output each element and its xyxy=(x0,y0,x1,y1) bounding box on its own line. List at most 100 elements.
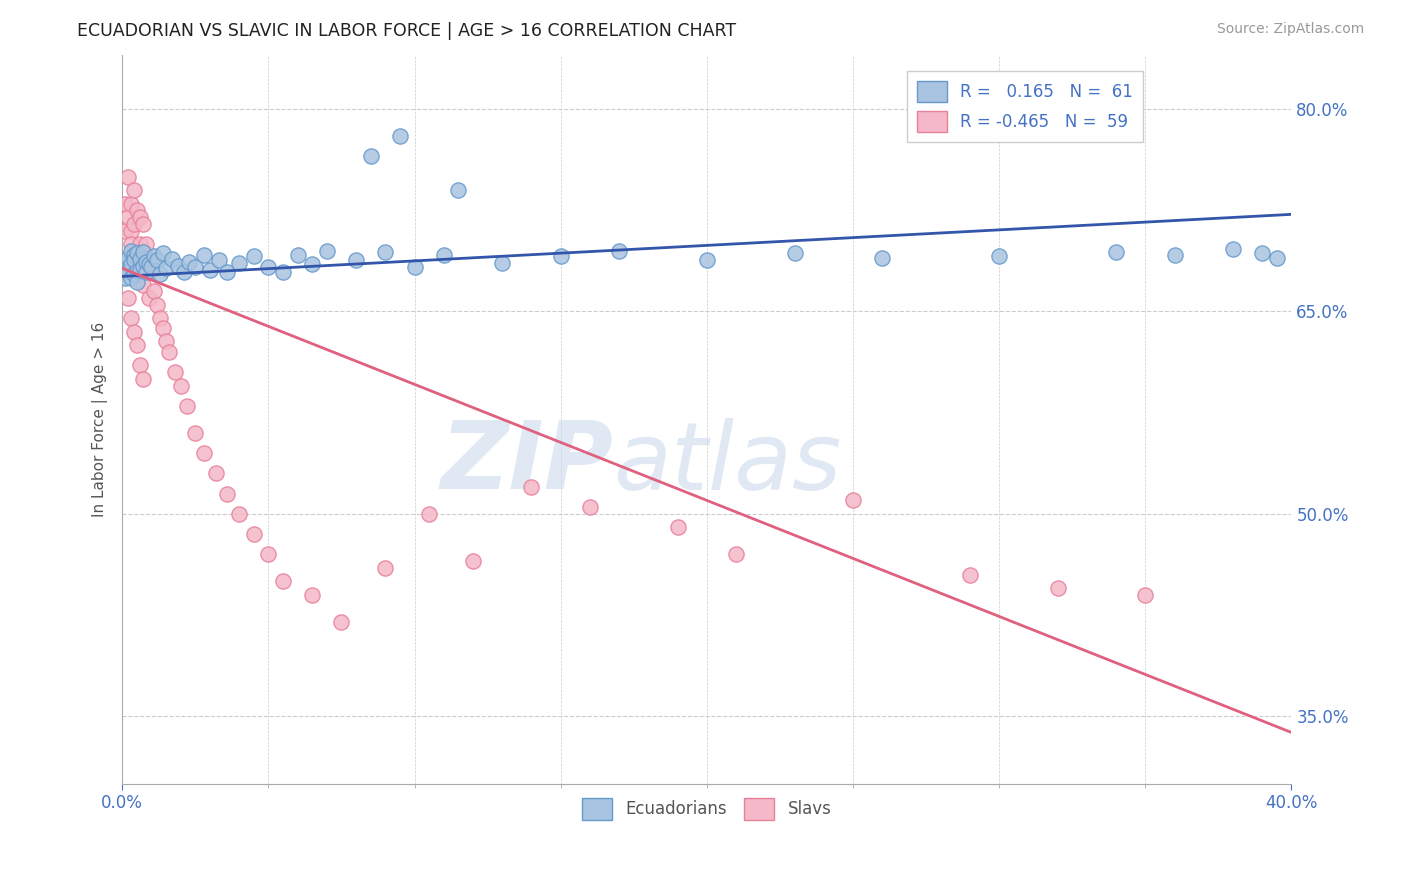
Point xyxy=(146,253,169,268)
Point xyxy=(242,249,264,263)
Point xyxy=(125,244,148,258)
Point xyxy=(1105,245,1128,260)
Point xyxy=(128,359,150,373)
Point xyxy=(155,334,177,348)
Point xyxy=(374,561,396,575)
Point xyxy=(447,183,470,197)
Legend: Ecuadorians, Slavs: Ecuadorians, Slavs xyxy=(575,792,838,826)
Point xyxy=(117,264,139,278)
Point xyxy=(988,249,1011,263)
Point xyxy=(163,365,186,379)
Point xyxy=(388,129,411,144)
Point xyxy=(131,245,153,260)
Point xyxy=(149,267,172,281)
Point xyxy=(160,252,183,266)
Point xyxy=(131,244,153,258)
Point xyxy=(842,493,865,508)
Point xyxy=(120,223,142,237)
Point xyxy=(120,270,142,285)
Point xyxy=(257,547,280,561)
Point xyxy=(131,217,153,231)
Point xyxy=(1135,588,1157,602)
Point xyxy=(725,547,748,561)
Point xyxy=(120,311,142,326)
Point xyxy=(125,264,148,278)
Point xyxy=(217,486,239,500)
Point xyxy=(128,252,150,266)
Point xyxy=(666,520,689,534)
Point xyxy=(152,320,174,334)
Point xyxy=(959,567,981,582)
Point xyxy=(271,265,294,279)
Point xyxy=(607,244,630,258)
Point xyxy=(138,257,160,271)
Point xyxy=(242,527,264,541)
Point xyxy=(152,246,174,260)
Point xyxy=(257,260,280,274)
Point xyxy=(149,311,172,326)
Point xyxy=(135,254,157,268)
Point xyxy=(1265,251,1288,265)
Point xyxy=(491,256,513,270)
Point xyxy=(179,254,201,268)
Point xyxy=(120,196,142,211)
Point xyxy=(176,399,198,413)
Text: atlas: atlas xyxy=(613,417,842,508)
Point xyxy=(301,588,323,602)
Text: Source: ZipAtlas.com: Source: ZipAtlas.com xyxy=(1216,22,1364,37)
Point xyxy=(157,345,180,359)
Point xyxy=(125,246,148,260)
Point xyxy=(135,265,157,279)
Point xyxy=(122,217,145,231)
Point xyxy=(1222,243,1244,257)
Point xyxy=(146,298,169,312)
Point xyxy=(122,253,145,268)
Point xyxy=(128,264,150,278)
Point xyxy=(184,260,207,274)
Point xyxy=(114,270,136,285)
Point xyxy=(125,203,148,218)
Point xyxy=(141,260,163,274)
Point xyxy=(208,253,231,268)
Point xyxy=(114,196,136,211)
Point xyxy=(138,291,160,305)
Point xyxy=(131,259,153,273)
Point xyxy=(122,183,145,197)
Point xyxy=(128,210,150,224)
Point xyxy=(131,372,153,386)
Point xyxy=(696,253,718,268)
Point xyxy=(193,446,215,460)
Text: ZIP: ZIP xyxy=(440,417,613,509)
Point xyxy=(1090,790,1112,805)
Point xyxy=(125,338,148,352)
Point xyxy=(550,249,572,263)
Point xyxy=(228,507,250,521)
Point xyxy=(315,244,337,258)
Point xyxy=(870,251,893,265)
Point xyxy=(330,615,353,629)
Point xyxy=(143,249,166,263)
Point xyxy=(135,264,157,278)
Point xyxy=(120,257,142,271)
Point xyxy=(122,248,145,262)
Point xyxy=(287,248,309,262)
Point xyxy=(217,265,239,279)
Point xyxy=(1163,248,1185,262)
Point xyxy=(114,257,136,271)
Point xyxy=(143,285,166,299)
Point xyxy=(198,262,221,277)
Point xyxy=(173,265,195,279)
Point xyxy=(461,554,484,568)
Point xyxy=(1046,581,1069,595)
Point xyxy=(404,260,426,274)
Point xyxy=(117,291,139,305)
Point xyxy=(184,425,207,440)
Point xyxy=(579,500,602,515)
Point xyxy=(117,251,139,265)
Point xyxy=(193,248,215,262)
Point xyxy=(360,149,382,163)
Point xyxy=(120,244,142,258)
Point xyxy=(125,275,148,289)
Point xyxy=(301,257,323,271)
Point xyxy=(117,210,139,224)
